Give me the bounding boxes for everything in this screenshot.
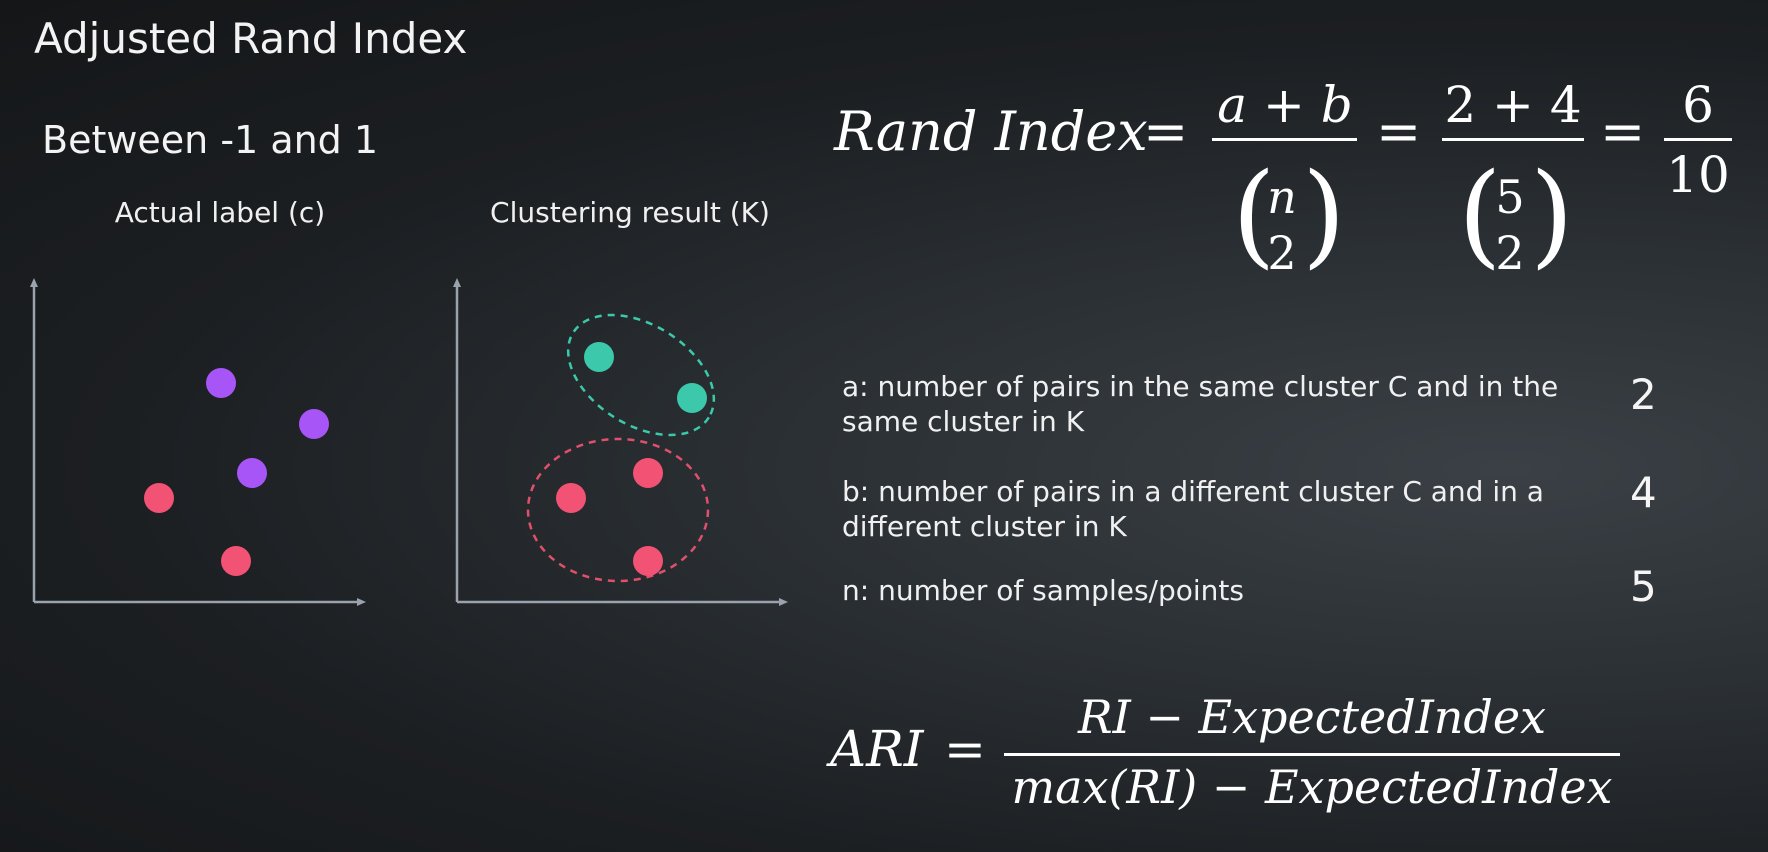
clustering-point-teal: [584, 342, 614, 372]
actual-point-pink: [221, 546, 251, 576]
ari-denominator: max(RI) − ExpectedIndex: [1011, 760, 1613, 814]
rand-equals-1: =: [1143, 100, 1189, 163]
slide-title: Adjusted Rand Index: [34, 14, 468, 63]
rand-result-numerator: 6: [1682, 76, 1714, 134]
definition-n-value: 5: [1630, 562, 1657, 611]
binom2-right-paren: ): [1530, 150, 1574, 280]
rand-fraction-bar-3: [1664, 138, 1732, 141]
ari-fraction-bar: [1004, 753, 1620, 756]
binom1-right-paren: ): [1302, 150, 1346, 280]
actual-point-purple: [237, 458, 267, 488]
definition-n-text: n: number of samples/points: [842, 574, 1244, 607]
clustering-plot-caption: Clustering result (K): [490, 196, 770, 229]
definition-a-value: 2: [1630, 370, 1657, 419]
clustering-point-pink: [633, 546, 663, 576]
rand-index-label: Rand Index: [834, 100, 1148, 163]
clustering-point-pink: [556, 483, 586, 513]
rand-fraction-bar-2: [1442, 138, 1584, 141]
clustering-plot: [453, 278, 788, 606]
rand-numerator-values: 2 + 4: [1444, 76, 1582, 134]
rand-numerator-ab: a + b: [1217, 76, 1353, 134]
definition-a-text: a: number of pairs in the same cluster C…: [842, 370, 1559, 438]
rand-fraction-bar-1: [1212, 138, 1357, 141]
actual-plot-caption: Actual label (c): [114, 196, 326, 229]
rand-result-denominator: 10: [1666, 146, 1730, 204]
clustering-point-pink: [633, 458, 663, 488]
rand-equals-2: =: [1376, 100, 1422, 163]
actual-point-purple: [299, 409, 329, 439]
ari-equals: =: [944, 720, 986, 778]
binom2-bottom: 2: [1495, 226, 1525, 280]
ari-label: ARI: [830, 720, 924, 778]
definition-b-value: 4: [1630, 468, 1657, 517]
definition-b-text: b: number of pairs in a different cluste…: [842, 475, 1544, 543]
actual-point-purple: [206, 368, 236, 398]
binom2-top: 5: [1495, 170, 1525, 224]
pink-cluster-boundary: [526, 437, 710, 583]
slide-subtitle: Between -1 and 1: [42, 118, 379, 162]
binom2-left-paren: (: [1458, 150, 1502, 280]
binom1-top: n: [1267, 170, 1297, 224]
actual-point-pink: [144, 483, 174, 513]
binom1-bottom: 2: [1267, 226, 1297, 280]
binom1-left-paren: (: [1232, 150, 1276, 280]
ari-numerator: RI − ExpectedIndex: [1077, 690, 1547, 744]
rand-equals-3: =: [1600, 100, 1646, 163]
teal-cluster-boundary: [566, 313, 716, 437]
actual-plot: [30, 278, 366, 606]
clustering-point-teal: [677, 383, 707, 413]
